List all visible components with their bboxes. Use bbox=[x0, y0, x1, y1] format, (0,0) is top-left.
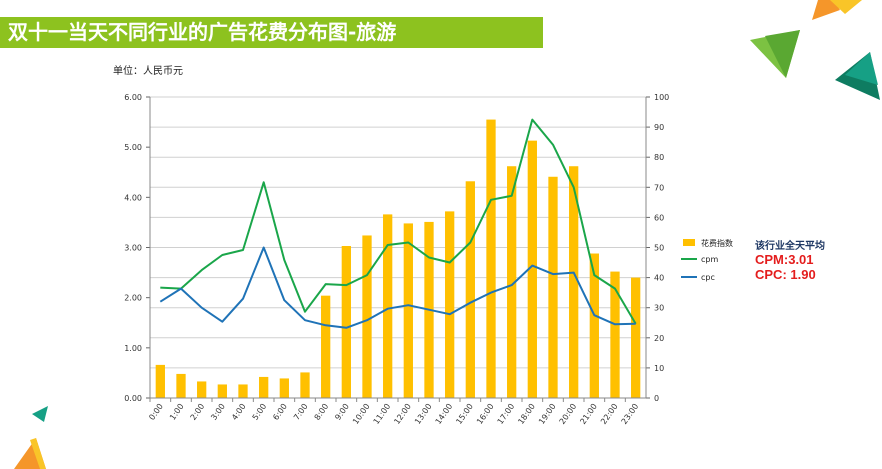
x-tick-label: 23:00 bbox=[620, 402, 641, 426]
left-tick-label: 4.00 bbox=[124, 193, 142, 202]
x-tick-label: 1:00 bbox=[168, 402, 186, 422]
bar bbox=[445, 211, 455, 398]
right-tick-label: 90 bbox=[654, 123, 664, 132]
decor-triangle-yellow-bottom bbox=[30, 438, 46, 469]
x-tick-label: 8:00 bbox=[313, 402, 331, 422]
x-tick-label: 2:00 bbox=[189, 402, 207, 422]
right-tick-label: 0 bbox=[654, 394, 659, 403]
right-tick-label: 20 bbox=[654, 334, 664, 343]
x-tick-label: 10:00 bbox=[351, 402, 372, 426]
bar bbox=[362, 235, 372, 398]
bar bbox=[465, 181, 475, 398]
x-tick-label: 14:00 bbox=[434, 402, 455, 426]
bar bbox=[238, 384, 248, 398]
bar bbox=[507, 166, 517, 398]
decor-triangle-yellow-top bbox=[830, 0, 862, 14]
x-tick-label: 19:00 bbox=[537, 402, 558, 426]
line-cpm bbox=[160, 118, 637, 325]
average-cpm: CPM:3.01 bbox=[755, 252, 814, 267]
bar bbox=[548, 176, 558, 398]
bar bbox=[589, 253, 599, 398]
decor-triangle-green-bottom bbox=[32, 406, 48, 422]
bar bbox=[176, 373, 186, 398]
x-tick-label: 17:00 bbox=[496, 402, 517, 426]
average-cpc: CPC: 1.90 bbox=[755, 267, 816, 282]
x-tick-label: 16:00 bbox=[475, 402, 496, 426]
x-tick-label: 0:00 bbox=[147, 402, 165, 422]
x-tick-label: 6:00 bbox=[271, 402, 289, 422]
bar bbox=[569, 166, 579, 398]
x-tick-label: 9:00 bbox=[333, 402, 351, 422]
industry-average-box: 该行业全天平均 CPM:3.01 CPC: 1.90 bbox=[755, 237, 825, 282]
average-title: 该行业全天平均 bbox=[755, 241, 825, 252]
legend-label: cpm bbox=[701, 255, 718, 264]
legend: 花费指数 cpm cpc bbox=[681, 238, 733, 282]
x-tick-label: 13:00 bbox=[413, 402, 434, 426]
unit-label: 单位：人民币元 bbox=[113, 66, 183, 77]
bar bbox=[217, 384, 227, 398]
bar bbox=[259, 376, 269, 398]
x-tick-label: 21:00 bbox=[578, 402, 599, 426]
title-bar: 双十一当天不同行业的广告花费分布图-旅游 bbox=[0, 17, 543, 48]
x-tick-label: 20:00 bbox=[558, 402, 579, 426]
bar bbox=[486, 119, 496, 398]
decor-triangle-green-dark bbox=[765, 30, 800, 78]
bar bbox=[403, 223, 413, 398]
axes: 0.00 1.00 2.00 3.00 4.00 5.00 6.00 0 10 20 30 40 50 6… bbox=[124, 93, 669, 426]
right-tick-label: 80 bbox=[654, 153, 664, 162]
decor-triangle-teal-light bbox=[845, 52, 878, 85]
x-tick-label: 4:00 bbox=[230, 402, 248, 422]
right-tick-label: 30 bbox=[654, 304, 664, 313]
x-tick-label: 5:00 bbox=[251, 402, 269, 422]
bar bbox=[610, 271, 620, 398]
left-tick-label: 1.00 bbox=[124, 344, 142, 353]
bar bbox=[197, 381, 207, 398]
bar bbox=[527, 140, 537, 398]
bar bbox=[631, 277, 641, 398]
x-tick-label: 15:00 bbox=[454, 402, 475, 426]
bar-series bbox=[155, 119, 641, 398]
x-tick-label: 11:00 bbox=[372, 402, 393, 426]
right-tick-label: 40 bbox=[654, 274, 664, 283]
line-series bbox=[159, 118, 637, 329]
left-tick-label: 6.00 bbox=[124, 93, 142, 102]
x-tick-label: 7:00 bbox=[292, 402, 310, 422]
bar bbox=[383, 214, 393, 398]
bar bbox=[341, 245, 351, 398]
right-tick-label: 10 bbox=[654, 364, 664, 373]
x-tick-label: 22:00 bbox=[599, 402, 620, 426]
bar bbox=[155, 364, 165, 398]
x-tick-label: 12:00 bbox=[392, 402, 413, 426]
decor-triangle-orange-top bbox=[812, 0, 840, 20]
legend-label: cpc bbox=[701, 273, 715, 282]
x-tick-label: 3:00 bbox=[209, 402, 227, 422]
x-tick-label: 18:00 bbox=[516, 402, 537, 426]
left-tick-label: 3.00 bbox=[124, 244, 142, 253]
legend-swatch-bar bbox=[683, 239, 695, 246]
bar bbox=[321, 295, 331, 398]
left-tick-label: 5.00 bbox=[124, 143, 142, 152]
line-cpc bbox=[159, 246, 636, 329]
left-tick-label: 2.00 bbox=[124, 294, 142, 303]
legend-label: 花费指数 bbox=[701, 238, 733, 248]
left-tick-label: 0.00 bbox=[124, 394, 142, 403]
decorative-shapes bbox=[14, 0, 880, 469]
bar bbox=[279, 378, 289, 398]
bar bbox=[300, 372, 310, 398]
right-tick-label: 60 bbox=[654, 213, 664, 222]
right-tick-label: 50 bbox=[654, 244, 664, 253]
right-tick-label: 70 bbox=[654, 183, 664, 192]
right-tick-label: 100 bbox=[654, 93, 669, 102]
page-title: 双十一当天不同行业的广告花费分布图-旅游 bbox=[8, 20, 397, 44]
